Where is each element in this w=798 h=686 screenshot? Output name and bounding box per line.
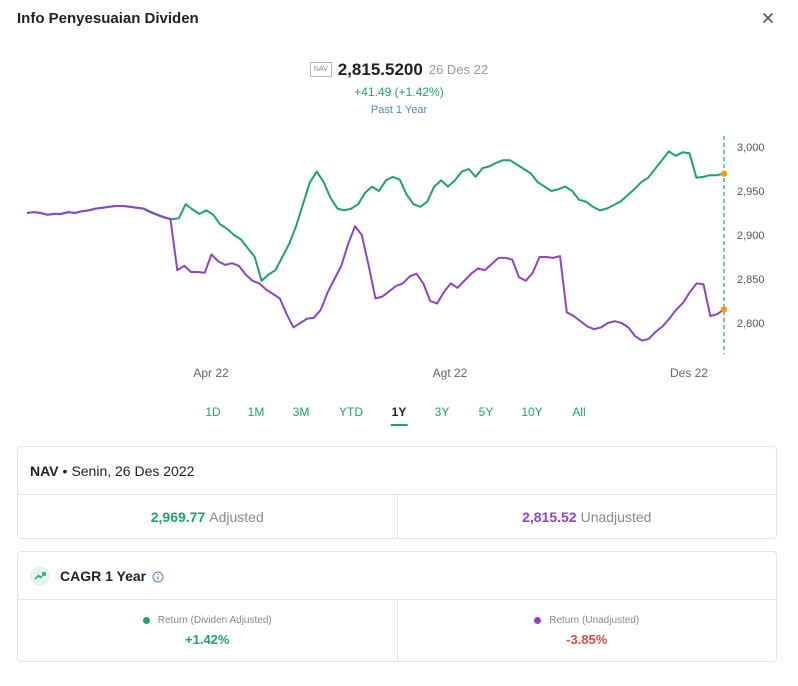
adjusted-nav-value: 2,969.77 — [150, 509, 206, 525]
cagr-card-header: CAGR 1 Year — [18, 552, 776, 600]
close-button[interactable] — [759, 9, 777, 27]
cagr-card: CAGR 1 Year Return (Dividen Adjusted) +1… — [17, 551, 777, 662]
series-line-unadjusted — [26, 205, 725, 342]
period-selector: 1D 1M 3M YTD 1Y 3Y 5Y 10Y All — [0, 405, 798, 429]
nav-summary: NAV 2,815.5200 26 Des 22 +41.49 (+1.42%)… — [0, 58, 798, 116]
period-5y[interactable]: 5Y — [478, 405, 494, 419]
period-ytd[interactable]: YTD — [339, 405, 363, 419]
nav-period: Past 1 Year — [370, 103, 428, 116]
unadjusted-nav: 2,815.52 Unadjusted — [396, 495, 777, 539]
nav-card-date: Senin, 26 Des 2022 — [71, 462, 195, 479]
y-tick-label: 2,850 — [737, 274, 765, 286]
x-tick-label: Apr 22 — [193, 366, 229, 380]
period-all[interactable]: All — [572, 405, 586, 419]
cagr-adjusted: Return (Dividen Adjusted) +1.42% — [18, 600, 397, 661]
unadjusted-nav-label: Unadjusted — [580, 509, 652, 525]
chart-svg: 3,000 2,950 2,900 2,850 2,800 Apr 22 Agt 22 Des… — [26, 136, 765, 380]
nav-card-header: NAV • Senin, 26 Des 2022 — [18, 447, 776, 495]
trending-up-icon — [30, 565, 50, 586]
series-line-adjusted — [26, 150, 725, 282]
nav-card-separator: • — [62, 462, 68, 479]
period-3y[interactable]: 3Y — [434, 405, 450, 419]
adjusted-nav: 2,969.77 Adjusted — [18, 495, 397, 539]
cagr-adjusted-value: +1.42% — [185, 631, 230, 647]
cagr-unadjusted: Return (Unadjusted) -3.85% — [396, 600, 777, 661]
green-dot-icon — [142, 616, 150, 624]
cagr-unadjusted-label: Return (Unadjusted) — [549, 614, 640, 626]
dialog-title: Info Penyesuaian Dividen — [17, 10, 199, 27]
nav-tag: NAV — [309, 62, 332, 77]
nav-card: NAV • Senin, 26 Des 2022 2,969.77 Adjust… — [17, 446, 777, 539]
period-1m[interactable]: 1M — [247, 405, 265, 419]
period-10y[interactable]: 10Y — [521, 405, 543, 419]
last-point-unadjusted — [720, 306, 728, 313]
cagr-adjusted-label: Return (Dividen Adjusted) — [157, 614, 272, 626]
y-tick-label: 2,800 — [737, 318, 765, 330]
nav-change: +41.49 (+1.42%) — [354, 84, 444, 99]
x-tick-label: Des 22 — [670, 366, 708, 380]
period-3m[interactable]: 3M — [292, 405, 310, 419]
y-tick-label: 3,000 — [737, 142, 765, 154]
unadjusted-nav-value: 2,815.52 — [522, 509, 577, 525]
adjusted-nav-label: Adjusted — [209, 509, 264, 525]
nav-card-label: NAV — [30, 462, 59, 479]
close-icon — [762, 12, 774, 24]
period-1y[interactable]: 1Y — [390, 405, 408, 426]
cagr-unadjusted-value: -3.85% — [566, 631, 608, 647]
nav-chart[interactable]: 3,000 2,950 2,900 2,850 2,800 Apr 22 Agt 22 Des… — [0, 128, 798, 388]
y-tick-label: 2,950 — [737, 186, 765, 198]
info-icon[interactable] — [152, 570, 164, 582]
nav-value: 2,815.5200 — [337, 59, 423, 79]
period-1d[interactable]: 1D — [205, 405, 221, 419]
nav-date: 26 Des 22 — [428, 62, 489, 77]
y-tick-label: 2,900 — [737, 230, 765, 242]
x-tick-label: Agt 22 — [433, 366, 468, 380]
cagr-title: CAGR 1 Year — [60, 567, 147, 584]
dialog-header: Info Penyesuaian Dividen — [17, 10, 781, 32]
last-point-adjusted — [720, 170, 728, 177]
purple-dot-icon — [534, 616, 542, 624]
